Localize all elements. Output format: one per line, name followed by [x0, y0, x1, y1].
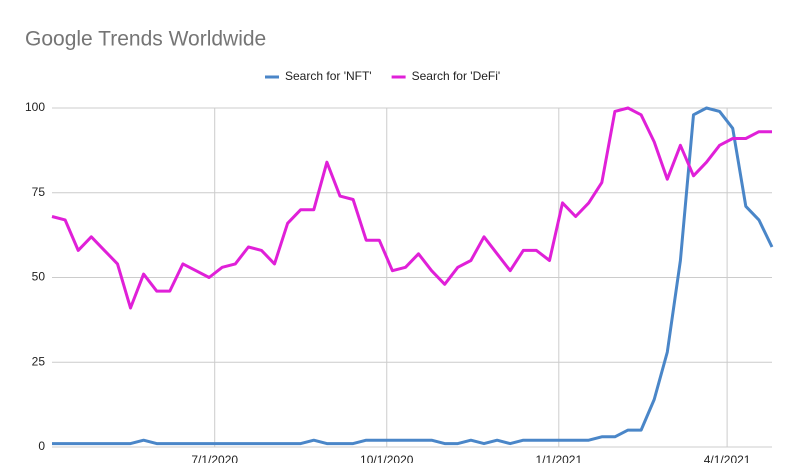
x-tick-label: 7/1/2020 — [191, 453, 238, 463]
y-tick-label: 0 — [38, 439, 45, 453]
y-tick-label: 100 — [25, 100, 45, 114]
legend-label: Search for 'NFT' — [285, 69, 372, 83]
chart-title: Google Trends Worldwide — [25, 28, 266, 51]
y-tick-label: 50 — [32, 270, 46, 284]
line-series — [52, 106, 774, 446]
line-series — [51, 106, 772, 310]
y-tick-label: 75 — [32, 185, 46, 199]
x-tick-label: 1/1/2021 — [535, 453, 582, 463]
x-tick-label: 10/1/2020 — [360, 453, 414, 463]
legend-label: Search for 'DeFi' — [412, 69, 501, 83]
x-tick-label: 4/1/2021 — [704, 453, 751, 463]
y-tick-label: 25 — [32, 354, 46, 368]
